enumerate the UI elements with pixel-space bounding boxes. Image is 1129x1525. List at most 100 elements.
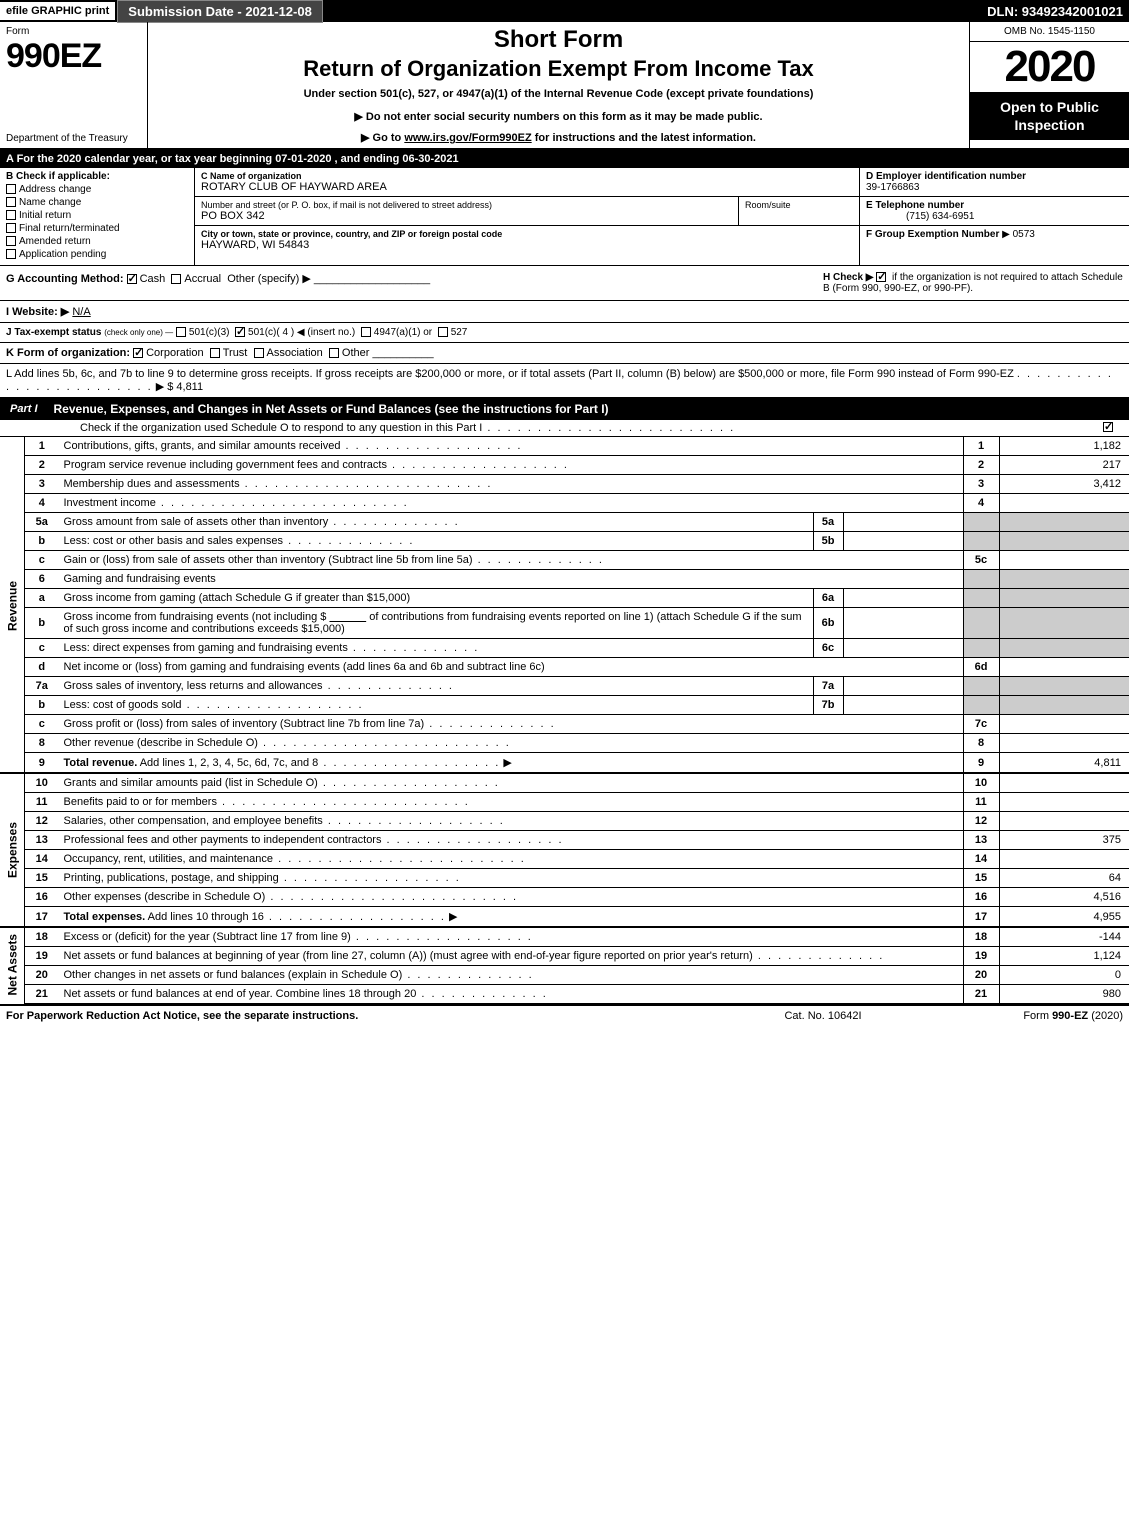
chk-initial-return[interactable]: Initial return [6,210,188,221]
table-row: c Gain or (loss) from sale of assets oth… [0,551,1129,570]
chk-amended-return[interactable]: Amended return [6,236,188,247]
website-value: N/A [72,306,90,318]
top-bar: efile GRAPHIC print Submission Date - 20… [0,0,1129,22]
city-row: City or town, state or province, country… [195,226,859,254]
part1-tab: Part I [0,399,48,419]
return-title: Return of Organization Exempt From Incom… [156,56,961,82]
table-row: 16 Other expenses (describe in Schedule … [0,888,1129,907]
goto-pre: ▶ Go to [361,132,404,144]
table-row: 20 Other changes in net assets or fund b… [0,966,1129,985]
part1-title: Revenue, Expenses, and Changes in Net As… [48,398,1129,420]
under-section: Under section 501(c), 527, or 4947(a)(1)… [156,88,961,100]
efile-print-label[interactable]: efile GRAPHIC print [0,2,115,20]
row-desc: Contributions, gifts, grants, and simila… [59,437,964,456]
chk-application-pending[interactable]: Application pending [6,249,188,260]
chk-501c3[interactable] [176,327,186,337]
table-row: 17 Total expenses. Add lines 10 through … [0,907,1129,928]
table-row: d Net income or (loss) from gaming and f… [0,658,1129,677]
row-num: 1 [25,437,59,456]
table-row: 8 Other revenue (describe in Schedule O)… [0,734,1129,753]
org-name-row: C Name of organization ROTARY CLUB OF HA… [195,168,859,197]
group-value: ▶ 0573 [1002,229,1035,240]
ein-label: D Employer identification number [866,171,1026,182]
table-row: 12 Salaries, other compensation, and emp… [0,812,1129,831]
form-label: Form [6,26,141,37]
street-value: PO BOX 342 [201,210,732,222]
ein-value: 39-1766863 [866,182,919,193]
expenses-side-label: Expenses [0,773,25,927]
omb-number: OMB No. 1545-1150 [970,22,1129,42]
table-row: 7a Gross sales of inventory, less return… [0,677,1129,696]
table-row: 14 Occupancy, rent, utilities, and maint… [0,850,1129,869]
page-footer: For Paperwork Reduction Act Notice, see … [0,1004,1129,1026]
table-row: c Less: direct expenses from gaming and … [0,639,1129,658]
form-header: Form 990EZ Department of the Treasury Sh… [0,22,1129,150]
dept-treasury: Department of the Treasury [6,133,128,144]
chk-name-change[interactable]: Name change [6,197,188,208]
table-row: b Less: cost of goods sold 7b [0,696,1129,715]
table-row: 4 Investment income 4 [0,494,1129,513]
chk-address-change[interactable]: Address change [6,184,188,195]
org-name-value: ROTARY CLUB OF HAYWARD AREA [201,181,853,193]
box-def: D Employer identification number 39-1766… [859,168,1129,265]
identity-block: B Check if applicable: Address change Na… [0,168,1129,266]
form-number: 990EZ [6,37,141,76]
part1-note-row: Check if the organization used Schedule … [0,420,1129,437]
table-row: 6 Gaming and fundraising events [0,570,1129,589]
website-label: I Website: ▶ [6,306,69,318]
table-row: Revenue 1 Contributions, gifts, grants, … [0,437,1129,456]
chk-schedule-o[interactable] [1103,422,1113,432]
g-label: G Accounting Method: [6,273,124,285]
telephone-row: E Telephone number (715) 634-6951 [860,197,1129,226]
net-assets-side-label: Net Assets [0,927,25,1004]
dln-label: DLN: 93492342001021 [987,4,1129,19]
table-row: 2 Program service revenue including gove… [0,456,1129,475]
table-row: 15 Printing, publications, postage, and … [0,869,1129,888]
chk-corp[interactable] [133,348,143,358]
city-label: City or town, state or province, country… [201,229,853,239]
chk-4947[interactable] [361,327,371,337]
table-row: 21 Net assets or fund balances at end of… [0,985,1129,1004]
footer-paperwork: For Paperwork Reduction Act Notice, see … [6,1010,723,1022]
table-row: b Gross income from fundraising events (… [0,608,1129,639]
header-right: OMB No. 1545-1150 2020 Open to Public In… [969,22,1129,148]
tel-value: (715) 634-6951 [866,211,974,222]
line-l-gross: L Add lines 5b, 6c, and 7b to line 9 to … [0,364,1129,398]
chk-assoc[interactable] [254,348,264,358]
chk-527[interactable] [438,327,448,337]
street-label: Number and street (or P. O. box, if mail… [201,200,732,210]
chk-trust[interactable] [210,348,220,358]
chk-501c[interactable] [235,327,245,337]
table-row: 11 Benefits paid to or for members 11 [0,793,1129,812]
tel-label: E Telephone number [866,200,964,211]
donot-enter: ▶ Do not enter social security numbers o… [156,110,961,123]
table-row: 9 Total revenue. Total revenue. Add line… [0,753,1129,774]
chk-cash[interactable] [127,274,137,284]
part1-table: Revenue 1 Contributions, gifts, grants, … [0,437,1129,1004]
table-row: b Less: cost or other basis and sales ex… [0,532,1129,551]
header-center: Short Form Return of Organization Exempt… [148,22,969,148]
j-note: (check only one) — [104,328,173,337]
room-suite: Room/suite [739,197,859,225]
table-row: a Gross income from gaming (attach Sched… [0,589,1129,608]
goto-link[interactable]: www.irs.gov/Form990EZ [404,132,531,144]
group-label: F Group Exemption Number [866,229,999,240]
line-i-website: I Website: ▶ N/A [0,301,1129,323]
row-rn: 1 [963,437,999,456]
chk-schedule-b[interactable] [876,272,886,282]
row-amt: 1,182 [999,437,1129,456]
j-label: J Tax-exempt status [6,327,101,338]
part1-header: Part I Revenue, Expenses, and Changes in… [0,398,1129,420]
table-row: 19 Net assets or fund balances at beginn… [0,947,1129,966]
l-amount: ▶ $ 4,811 [156,381,203,393]
chk-final-return[interactable]: Final return/terminated [6,223,188,234]
chk-accrual[interactable] [171,274,181,284]
revenue-side-label: Revenue [0,437,25,773]
h-pre: H Check ▶ [823,272,873,283]
chk-other[interactable] [329,348,339,358]
part1-note: Check if the organization used Schedule … [80,422,1103,434]
table-row: Net Assets 18 Excess or (deficit) for th… [0,927,1129,947]
box-b: B Check if applicable: Address change Na… [0,168,195,265]
line-j-status: J Tax-exempt status (check only one) — 5… [0,323,1129,343]
box-c: C Name of organization ROTARY CLUB OF HA… [195,168,859,265]
